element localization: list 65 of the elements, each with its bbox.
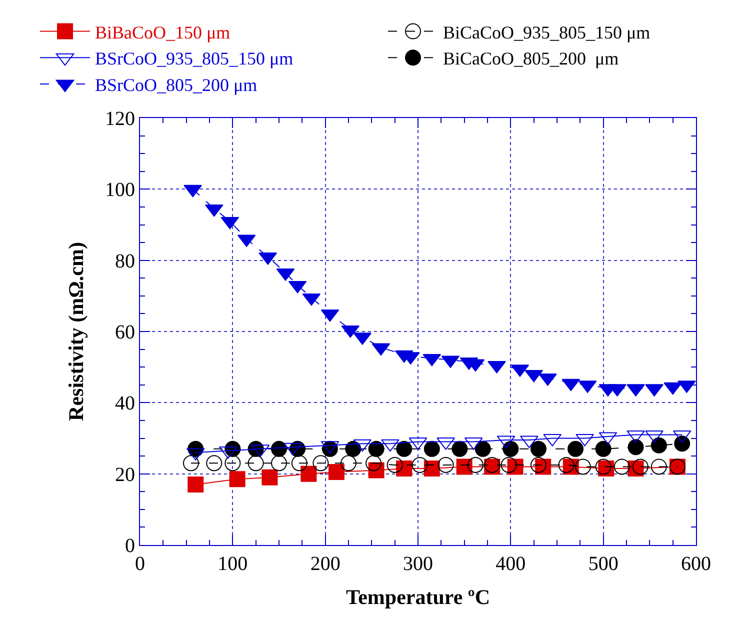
- point: [248, 455, 264, 472]
- point: [558, 456, 574, 473]
- legend-label: BiBaCoO_150 μm: [95, 22, 230, 42]
- legend-label: BiCaCoO_805_200 μm: [443, 48, 619, 69]
- point: [229, 471, 246, 488]
- point: [645, 430, 664, 443]
- legend-label: BSrCoO_805_200 μm: [95, 75, 258, 96]
- x-tick-label: 500: [588, 553, 618, 575]
- point: [396, 440, 412, 457]
- point: [366, 455, 382, 472]
- point: [182, 455, 199, 472]
- point: [452, 440, 468, 457]
- point: [650, 437, 667, 454]
- y-tick-label: 120: [105, 108, 135, 130]
- y-tick-label: 20: [115, 464, 135, 486]
- point: [271, 455, 287, 472]
- point: [530, 456, 546, 473]
- point: [595, 458, 612, 475]
- point: [595, 440, 612, 457]
- y-tick-label: 0: [125, 535, 135, 557]
- y-tick-label: 60: [115, 322, 135, 344]
- point: [224, 455, 241, 472]
- x-tick-label: 100: [218, 553, 248, 575]
- legend-label: BiCaCoO_935_805_150 μm: [443, 22, 650, 42]
- point: [650, 458, 667, 475]
- point: [674, 436, 690, 452]
- point: [626, 430, 645, 443]
- point: [386, 456, 403, 473]
- point: [291, 455, 308, 472]
- point: [424, 440, 440, 457]
- point: [312, 455, 329, 472]
- x-tick-label: 200: [310, 553, 340, 575]
- legend-label: BSrCoO_935_805_150 μm: [95, 48, 294, 69]
- point: [262, 469, 278, 486]
- point: [574, 458, 591, 475]
- point: [412, 456, 428, 473]
- point: [628, 439, 644, 456]
- x-tick-label: 400: [496, 553, 526, 575]
- y-tick-label: 100: [105, 179, 135, 202]
- x-tick-label: 300: [403, 553, 433, 575]
- point: [474, 440, 491, 457]
- x-axis-title: Temperature ºC: [346, 585, 490, 610]
- y-tick-label: 40: [115, 392, 135, 415]
- point: [664, 382, 682, 395]
- point: [500, 456, 517, 473]
- point: [206, 455, 222, 472]
- point: [530, 440, 546, 457]
- point: [328, 464, 344, 480]
- point: [340, 455, 356, 472]
- y-tick-label: 80: [115, 250, 135, 272]
- point: [568, 440, 584, 457]
- y-axis-title: Resistivity (mΩ.cm): [64, 242, 88, 421]
- point: [614, 458, 630, 475]
- point: [381, 439, 400, 452]
- x-tick-label: 600: [681, 553, 711, 575]
- point: [396, 460, 412, 476]
- point: [368, 440, 384, 457]
- point: [300, 466, 317, 482]
- point: [632, 458, 648, 475]
- point: [502, 440, 519, 457]
- point: [188, 476, 204, 493]
- point: [438, 456, 454, 473]
- point: [524, 370, 543, 382]
- point: [467, 456, 484, 473]
- point: [520, 436, 538, 448]
